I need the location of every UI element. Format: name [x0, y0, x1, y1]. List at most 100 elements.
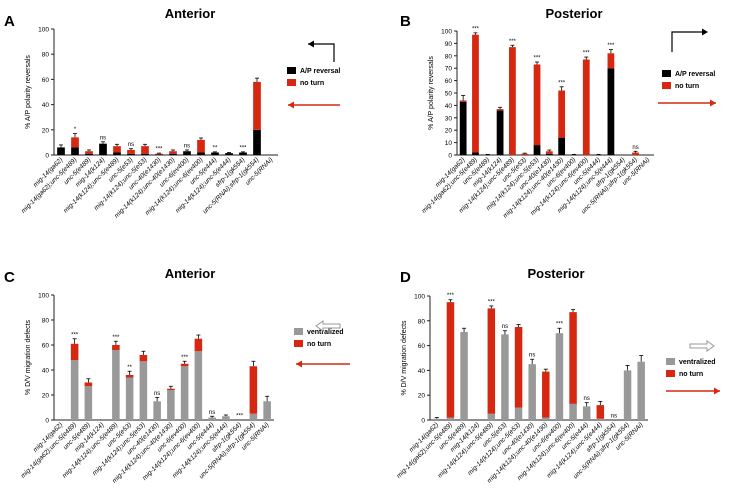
bar-no-turn — [197, 139, 205, 153]
y-tick-label: 20 — [418, 393, 426, 400]
chart-title: Anterior — [165, 266, 216, 281]
bar-no-turn — [446, 302, 455, 418]
bar-primary — [460, 331, 468, 420]
panel-d: D Posterior 0 20 40 60 80 100 % D/V migration de… — [396, 266, 720, 485]
y-tick-label: 100 — [38, 293, 49, 300]
y-tick-label: 100 — [38, 27, 49, 34]
arrow-head-icon — [710, 99, 716, 107]
significance-label: *** — [558, 80, 566, 86]
legend-swatch — [294, 328, 303, 335]
bar-primary — [596, 418, 605, 420]
bar-no-turn — [71, 137, 79, 148]
bar-primary — [211, 152, 219, 155]
bar-no-turn — [139, 355, 148, 362]
y-tick-label: 0 — [448, 153, 452, 160]
bar-no-turn — [113, 146, 121, 153]
bar-primary — [208, 417, 216, 420]
significance-label: ns — [128, 142, 134, 148]
bar-primary — [459, 101, 467, 155]
bar-primary — [153, 401, 161, 420]
bar-no-turn — [84, 382, 93, 387]
significance-label: ** — [127, 365, 132, 371]
y-tick-label: 20 — [445, 128, 453, 135]
bar-primary — [607, 68, 615, 155]
y-axis-label: % A/P polarity reversals — [428, 56, 435, 130]
bar-no-turn — [582, 59, 590, 155]
bar-primary — [263, 401, 271, 420]
bar-primary — [167, 390, 175, 420]
bar-no-turn — [509, 47, 516, 156]
y-tick-label: 40 — [418, 368, 426, 375]
bar-primary — [558, 137, 566, 155]
bar-primary — [139, 361, 148, 420]
legend-swatch — [287, 79, 296, 86]
significance-label: ns — [154, 391, 160, 397]
significance-label: ** — [213, 145, 218, 151]
bar-no-turn — [569, 312, 577, 404]
bar-no-turn — [558, 90, 566, 138]
legend-swatch — [294, 340, 303, 347]
y-tick-label: 100 — [414, 294, 425, 301]
y-tick-label: 70 — [445, 66, 453, 73]
significance-label: *** — [181, 355, 189, 361]
panel-c: C Anterior 0 20 40 60 80 100 % D/V migration def… — [4, 266, 350, 485]
bar-primary — [197, 152, 205, 155]
bar-primary — [183, 151, 191, 155]
bar-no-turn — [85, 151, 93, 154]
bar-no-turn — [596, 405, 605, 419]
chart-title: Anterior — [165, 6, 216, 21]
legend-label: A/P reversal — [300, 68, 340, 75]
y-tick-label: 0 — [45, 418, 49, 425]
significance-label: ns — [611, 414, 617, 420]
bar-primary — [542, 417, 550, 420]
panel-label: A — [4, 13, 15, 30]
bar-primary — [71, 147, 79, 155]
y-tick-label: 80 — [42, 52, 50, 59]
bar-no-turn — [167, 388, 175, 390]
bar-no-turn — [70, 343, 79, 360]
y-tick-label: 0 — [45, 153, 49, 160]
y-tick-label: 80 — [445, 53, 453, 60]
bar-primary — [433, 418, 441, 420]
legend-label: no turn — [675, 83, 699, 90]
bar-primary — [249, 413, 258, 420]
y-axis-label: % D/V migration defects — [401, 320, 408, 396]
significance-label: *** — [71, 332, 79, 338]
bar-primary — [528, 364, 536, 420]
bar-primary — [637, 361, 645, 420]
chart-title: Posterior — [527, 266, 584, 281]
legend-swatch — [287, 67, 296, 74]
bar-primary — [582, 406, 591, 420]
bar-no-turn — [125, 375, 134, 378]
y-tick-label: 40 — [42, 102, 50, 109]
significance-label: *** — [112, 335, 120, 341]
bar-no-turn — [487, 308, 496, 414]
legend-swatch — [666, 370, 675, 377]
bar-no-turn — [249, 366, 258, 414]
hollow-arrow-icon — [689, 340, 715, 352]
significance-label: *** — [447, 293, 455, 299]
bar-primary — [112, 350, 120, 420]
bar-primary — [84, 386, 93, 420]
significance-label: *** — [556, 322, 564, 328]
bar-no-turn — [141, 146, 149, 154]
legend-label: no turn — [300, 80, 324, 87]
y-tick-label: 40 — [42, 368, 50, 375]
bar-primary — [57, 147, 65, 155]
y-tick-label: 60 — [445, 78, 453, 85]
significance-label: * — [74, 127, 77, 133]
y-tick-label: 80 — [418, 318, 426, 325]
bar-primary — [169, 153, 177, 155]
bar-primary — [141, 153, 149, 155]
bar-no-turn — [533, 64, 541, 146]
y-tick-label: 40 — [445, 103, 453, 110]
y-tick-label: 60 — [42, 343, 50, 350]
bar-no-turn — [253, 81, 261, 130]
bar-primary — [446, 417, 455, 420]
panel-b: B Posterior 0 10 20 30 40 50 60 70 80 90 100 % A/P po… — [400, 6, 716, 220]
bar-primary — [222, 416, 230, 420]
y-tick-label: 100 — [441, 29, 452, 36]
significance-label: *** — [488, 299, 496, 305]
panel-label: D — [400, 269, 411, 286]
